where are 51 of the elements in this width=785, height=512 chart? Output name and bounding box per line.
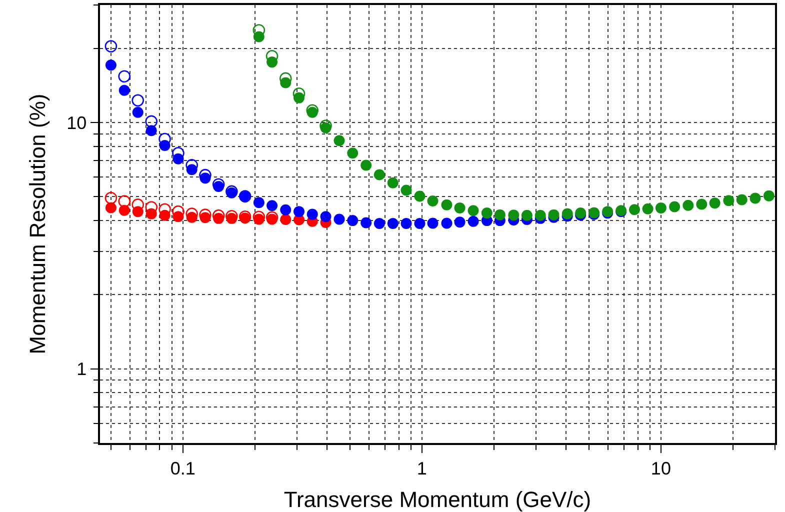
point	[200, 172, 211, 184]
point	[132, 206, 144, 218]
x-tick-label: 0.1	[170, 458, 196, 478]
point	[266, 200, 278, 212]
point	[226, 212, 238, 224]
point	[132, 106, 144, 118]
point	[146, 208, 157, 220]
point	[280, 204, 292, 216]
point	[441, 218, 452, 229]
point	[132, 94, 144, 107]
point	[347, 215, 358, 226]
point	[118, 84, 130, 96]
point	[104, 40, 118, 52]
point	[427, 218, 438, 229]
point	[172, 211, 184, 222]
point	[334, 214, 345, 225]
x-axis-title: Transverse Momentum (GeV/c)	[284, 487, 592, 512]
point	[454, 216, 466, 228]
point	[360, 217, 372, 228]
point	[186, 164, 198, 176]
point	[213, 180, 224, 192]
point	[468, 216, 479, 227]
point	[145, 115, 158, 128]
point	[400, 218, 412, 230]
point	[414, 218, 426, 230]
point	[280, 214, 292, 225]
point	[159, 210, 170, 221]
point	[387, 218, 398, 230]
point	[118, 195, 131, 208]
point	[146, 125, 157, 136]
point	[105, 60, 116, 71]
point	[105, 202, 116, 214]
point	[320, 211, 332, 222]
point	[374, 218, 385, 230]
point	[186, 212, 198, 223]
point	[118, 204, 130, 216]
point	[118, 70, 131, 82]
point	[253, 197, 264, 208]
point	[240, 212, 251, 224]
point	[266, 214, 278, 225]
point	[172, 153, 184, 164]
point	[200, 212, 211, 224]
point	[293, 206, 304, 218]
point	[213, 212, 224, 224]
point	[104, 192, 118, 204]
point	[253, 214, 264, 225]
x-tick-label: 10	[650, 458, 671, 478]
y-axis-title: Momentum Resolution (%)	[24, 94, 50, 354]
point	[306, 208, 318, 220]
x-tick-label: 1	[416, 458, 427, 478]
point	[159, 140, 170, 151]
